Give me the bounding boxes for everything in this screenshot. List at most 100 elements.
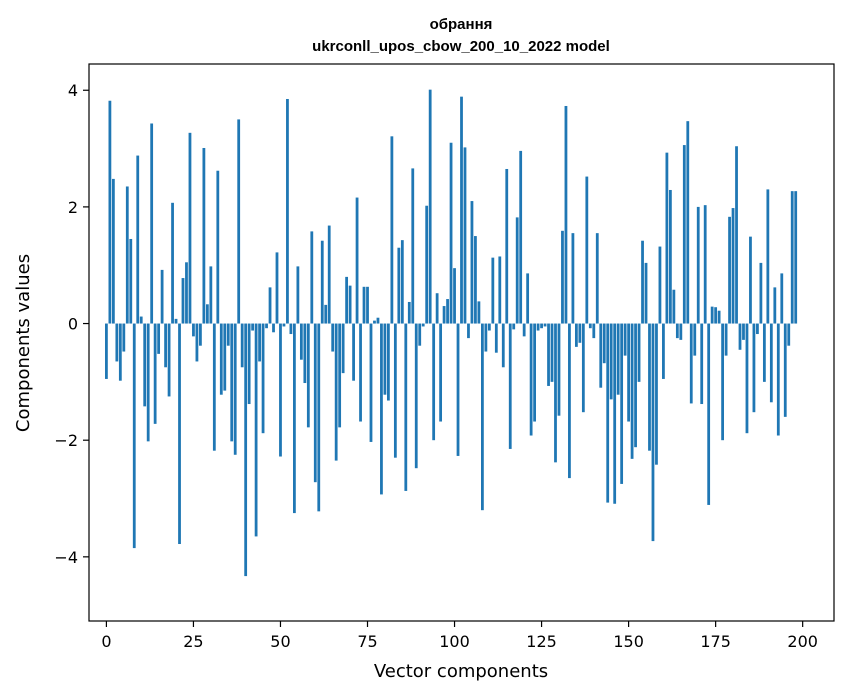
bar (348, 285, 352, 324)
bar (731, 208, 735, 324)
bar (178, 323, 181, 545)
bar (759, 262, 763, 324)
bar (251, 323, 255, 331)
bar (411, 168, 415, 324)
bar (665, 152, 669, 324)
bar (237, 119, 241, 324)
bar (703, 205, 707, 324)
bar (327, 225, 331, 324)
bar (446, 299, 449, 324)
bar (373, 320, 376, 324)
bar (129, 238, 133, 324)
bar (769, 323, 773, 403)
bar (293, 323, 296, 514)
bar (637, 323, 641, 382)
x-tick-label: 25 (183, 632, 203, 651)
bar (289, 323, 293, 335)
bar (132, 323, 136, 549)
bar (554, 323, 557, 463)
bar (536, 323, 540, 331)
bar (662, 323, 665, 379)
bar (146, 323, 150, 442)
bar (623, 323, 627, 356)
bar (219, 323, 223, 395)
bar (223, 323, 227, 391)
bar (359, 323, 362, 422)
y-axis-label: Components values (13, 254, 34, 432)
bar (668, 189, 672, 324)
bar (630, 323, 634, 459)
bar (432, 323, 436, 441)
bar (648, 323, 651, 451)
bar (658, 246, 662, 324)
bar (773, 287, 777, 324)
x-tick-label: 75 (357, 632, 377, 651)
bar (790, 191, 794, 324)
bar (481, 323, 484, 511)
bar (164, 323, 167, 368)
bar (467, 323, 470, 339)
bar (212, 323, 216, 451)
x-tick-label: 150 (613, 632, 644, 651)
bars-group (105, 89, 798, 577)
bar (352, 323, 355, 381)
bar (282, 323, 286, 327)
bar (574, 323, 578, 347)
bar (380, 323, 383, 495)
bar (310, 231, 314, 324)
bar (313, 323, 317, 483)
bar (205, 304, 209, 324)
bar (195, 323, 199, 362)
bar (125, 186, 129, 324)
bar (505, 168, 509, 324)
bar (474, 236, 477, 324)
y-tick-label: 0 (68, 315, 78, 334)
bar (418, 323, 422, 346)
bar (296, 266, 300, 324)
bar (453, 268, 456, 324)
bar (209, 266, 213, 324)
bar (613, 323, 617, 504)
bar (439, 323, 443, 422)
bar (735, 146, 738, 324)
bar (543, 323, 547, 327)
bar (244, 323, 248, 577)
bar (655, 323, 658, 465)
bar (185, 262, 188, 324)
bar (592, 323, 596, 339)
bar (279, 323, 282, 457)
bar (756, 323, 759, 335)
bar (414, 323, 418, 469)
bar (160, 269, 164, 324)
bar (675, 323, 679, 339)
bar (484, 323, 488, 352)
bar (387, 323, 390, 401)
chart-title-line2: ukrconll_upos_cbow_200_10_2022 model (312, 38, 610, 55)
bar (376, 317, 380, 324)
bar (275, 252, 279, 324)
bar (707, 323, 711, 505)
bar (494, 323, 498, 353)
bar (369, 323, 373, 442)
bar (564, 105, 568, 324)
bar (522, 323, 526, 337)
bar (286, 98, 289, 324)
bar (174, 318, 178, 324)
bar (157, 323, 161, 354)
bar (689, 323, 693, 404)
bar (491, 257, 495, 324)
bar (595, 233, 599, 324)
bar (272, 323, 275, 333)
bar (393, 323, 397, 458)
bar (105, 323, 108, 379)
y-tick-label: −4 (54, 548, 78, 567)
bar (776, 323, 780, 436)
bar (390, 136, 394, 324)
bar (192, 323, 195, 337)
bar (139, 316, 143, 324)
bar (571, 233, 575, 324)
bar (644, 262, 648, 324)
bar (585, 176, 589, 324)
bar (700, 323, 704, 405)
